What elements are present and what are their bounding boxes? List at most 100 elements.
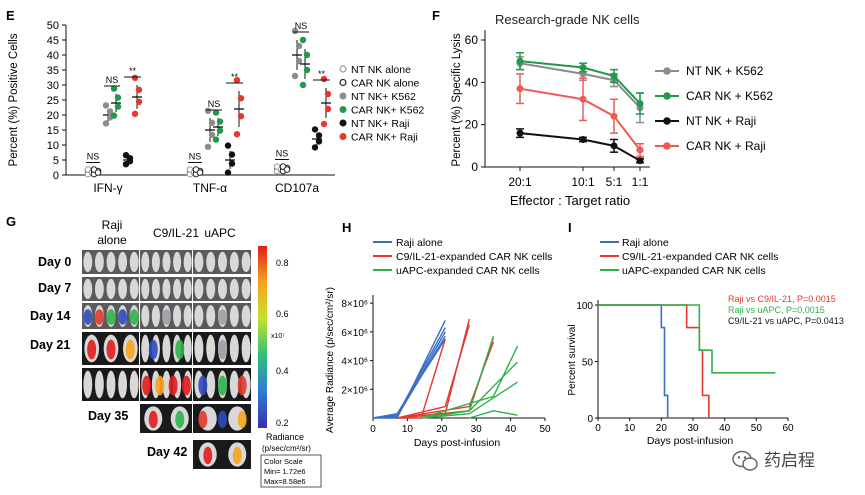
panel-h-y-tick-label: 8×10⁶ <box>341 299 368 310</box>
panel-g-mouse <box>229 278 239 300</box>
panel-f-data-point <box>579 64 587 72</box>
panel-g-mouse <box>106 251 116 273</box>
panel-e-data-point <box>208 119 216 127</box>
color-scale-box <box>260 454 322 488</box>
colorbar-tick-label: 0.4 <box>276 366 289 376</box>
panel-h: H Raji alone C9/IL-21-expanded CAR NK cel… <box>325 220 552 449</box>
colorbar-tick-label: 0.8 <box>276 258 289 268</box>
panel-g-mouse <box>141 334 150 363</box>
panel-g-mouse <box>194 251 204 273</box>
panel-i-survival-curve <box>598 304 710 418</box>
panel-g-mouse <box>129 370 139 399</box>
panel-i-y-tick-label: 50 <box>582 358 594 369</box>
panel-f-legend-label: CAR NK + Raji <box>686 139 766 153</box>
watermark-text: 药启程 <box>764 451 815 470</box>
panel-h-y-tick-label: 2×10⁶ <box>341 385 368 396</box>
panel-g-signal <box>142 375 152 396</box>
panel-i-stat-label: Raji vs uAPC, P=0.0015 <box>728 305 825 315</box>
panel-e-y-tick-label: 15 <box>47 125 59 137</box>
color-scale-min: Min= 1.72e6 <box>264 467 306 476</box>
panel-g-mouse <box>151 251 160 273</box>
panel-e-y-tick-label: 50 <box>47 20 59 32</box>
panel-e-data-point <box>110 112 118 119</box>
panel-i-y-tick-label: 0 <box>587 414 593 425</box>
panel-g-day-label: Day 35 <box>88 409 128 423</box>
panel-i-y-ticks: 0 50 100 <box>576 301 598 425</box>
panel-e-data-point <box>224 142 232 149</box>
colorbar <box>258 246 267 428</box>
panel-e-sig-label: ** <box>129 66 137 76</box>
panel-f-y-tick-label: 60 <box>465 33 479 47</box>
panel-e-data-point <box>102 120 110 127</box>
panel-f-data-point <box>516 129 524 137</box>
panel-g-mouse <box>162 334 171 363</box>
panel-e-data-point <box>233 77 241 84</box>
panel-e-data-point <box>126 158 134 165</box>
panel-g-signal <box>125 339 135 360</box>
panel-e-data-point <box>131 110 139 118</box>
panel-e-data-point <box>299 81 307 89</box>
panel-f-legend-marker <box>663 67 671 75</box>
panel-e-letter: E <box>6 8 15 23</box>
panel-e-data-point <box>320 75 328 83</box>
panel-i-x-tick-label: 60 <box>782 423 794 434</box>
panel-e-group-label: CD107a <box>275 181 319 195</box>
panel-g-mouse <box>229 370 239 399</box>
panel-g-mouse <box>94 278 104 300</box>
panel-h-mouse-line <box>373 320 446 419</box>
panel-i-stat-label: Raji vs C9/IL-21, P=0.0015 <box>728 294 836 304</box>
panel-e-y-tick-label: 0 <box>53 170 59 182</box>
panel-g-mouse <box>206 305 216 327</box>
panel-e-data-point <box>216 127 224 134</box>
panel-g-signal <box>162 309 171 325</box>
panel-g-mouse <box>229 305 239 327</box>
panel-f-series-line <box>519 62 641 109</box>
panel-g-signal <box>175 339 185 360</box>
panel-g-mouse <box>183 251 192 273</box>
panel-e-y-tick-label: 25 <box>47 95 59 107</box>
panel-i-x-tick-label: 0 <box>595 423 601 434</box>
panel-g-mouse <box>162 251 171 273</box>
panel-i-survival-curve <box>598 304 669 418</box>
panel-f-data-point <box>579 135 587 143</box>
panel-h-x-tick-label: 10 <box>402 424 414 435</box>
panel-f-legend-marker <box>663 142 671 150</box>
panel-e-sig-label: NS <box>208 99 221 109</box>
panel-e-group-label: TNF-α <box>193 181 227 195</box>
panel-e-legend-label: NT NK+ Raji <box>351 118 409 130</box>
panel-g-mouse <box>129 278 139 300</box>
panel-e-data-point <box>283 166 291 173</box>
panel-g-signal <box>232 446 242 465</box>
panel-g-day-label: Day 7 <box>38 281 71 295</box>
panel-i-ylabel: Percent survival <box>567 324 578 395</box>
radiance-unit: (p/sec/cm²/sr) <box>262 444 311 453</box>
panel-g-mouse <box>206 334 216 363</box>
panel-i: I Raji alone C9/IL-21-expanded CAR NK cel… <box>567 220 844 447</box>
color-scale-title: Color Scale <box>264 457 303 466</box>
panel-f-y-tick-label: 20 <box>465 118 479 132</box>
panel-f-data-point <box>636 100 644 107</box>
panel-g-signal <box>129 309 139 325</box>
panel-g-signal <box>198 410 208 429</box>
panel-e-data-point <box>237 95 245 102</box>
panel-e-y-tick-label: 5 <box>53 155 59 167</box>
panel-e-data-point <box>315 132 323 139</box>
watermark: 药启程 <box>732 450 815 471</box>
panel-e-sig-label: NS <box>276 149 289 159</box>
panel-g-mouse <box>194 278 204 300</box>
panel-f-data-point <box>610 72 618 80</box>
panel-g-signal <box>218 339 227 360</box>
panel-g-signal <box>106 339 116 360</box>
panel-g-signal <box>83 309 93 325</box>
colorbar-tick-label: 0.6 <box>276 309 289 319</box>
panel-e-legend-label: NT NK alone <box>351 64 411 76</box>
panel-g-signal <box>94 309 104 325</box>
panel-h-legend: Raji alone C9/IL-21-expanded CAR NK cells… <box>373 237 552 277</box>
panel-g-mouse <box>229 251 239 273</box>
panel-e-legend-label: CAR NK+ K562 <box>351 105 424 117</box>
panel-g-signal <box>218 375 227 396</box>
panel-g-signal <box>181 375 191 396</box>
panel-e-data-point <box>196 169 204 176</box>
panel-e-sig-label: NS <box>87 152 100 162</box>
